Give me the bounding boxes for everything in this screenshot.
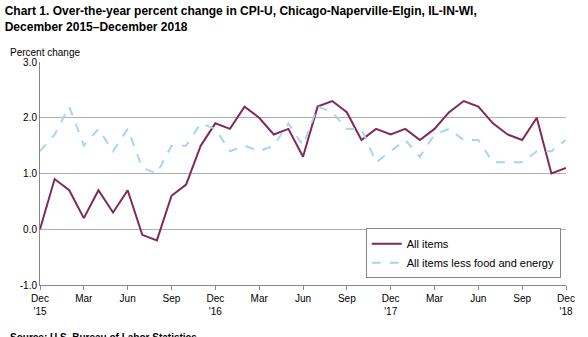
svg-text:Dec'15: Dec'15 (31, 293, 49, 317)
svg-text:0.0: 0.0 (23, 224, 37, 235)
svg-text:Sep: Sep (338, 293, 356, 304)
svg-text:Jun: Jun (295, 293, 311, 304)
svg-text:Jun: Jun (470, 293, 486, 304)
svg-text:-1.0: -1.0 (20, 280, 38, 291)
svg-text:3.0: 3.0 (23, 57, 37, 68)
svg-text:Jun: Jun (120, 293, 136, 304)
svg-text:Sep: Sep (163, 293, 181, 304)
svg-text:Mar: Mar (251, 293, 269, 304)
svg-text:All items: All items (407, 238, 449, 250)
svg-text:Percent change: Percent change (10, 47, 80, 58)
svg-text:Dec'18: Dec'18 (557, 293, 575, 317)
svg-text:Chart 1. Over-the-year percent: Chart 1. Over-the-year percent change in… (5, 4, 477, 34)
svg-text:2.0: 2.0 (23, 112, 37, 123)
svg-text:Mar: Mar (75, 293, 93, 304)
svg-text:Sep: Sep (513, 293, 531, 304)
svg-text:Source: U.S. Bureau of Labor S: Source: U.S. Bureau of Labor Statistics. (10, 332, 200, 337)
svg-text:Dec'16: Dec'16 (206, 293, 224, 317)
svg-text:All items less food and energy: All items less food and energy (407, 257, 554, 269)
svg-text:Dec'17: Dec'17 (382, 293, 400, 317)
svg-text:1.0: 1.0 (23, 168, 37, 179)
svg-text:Mar: Mar (426, 293, 444, 304)
